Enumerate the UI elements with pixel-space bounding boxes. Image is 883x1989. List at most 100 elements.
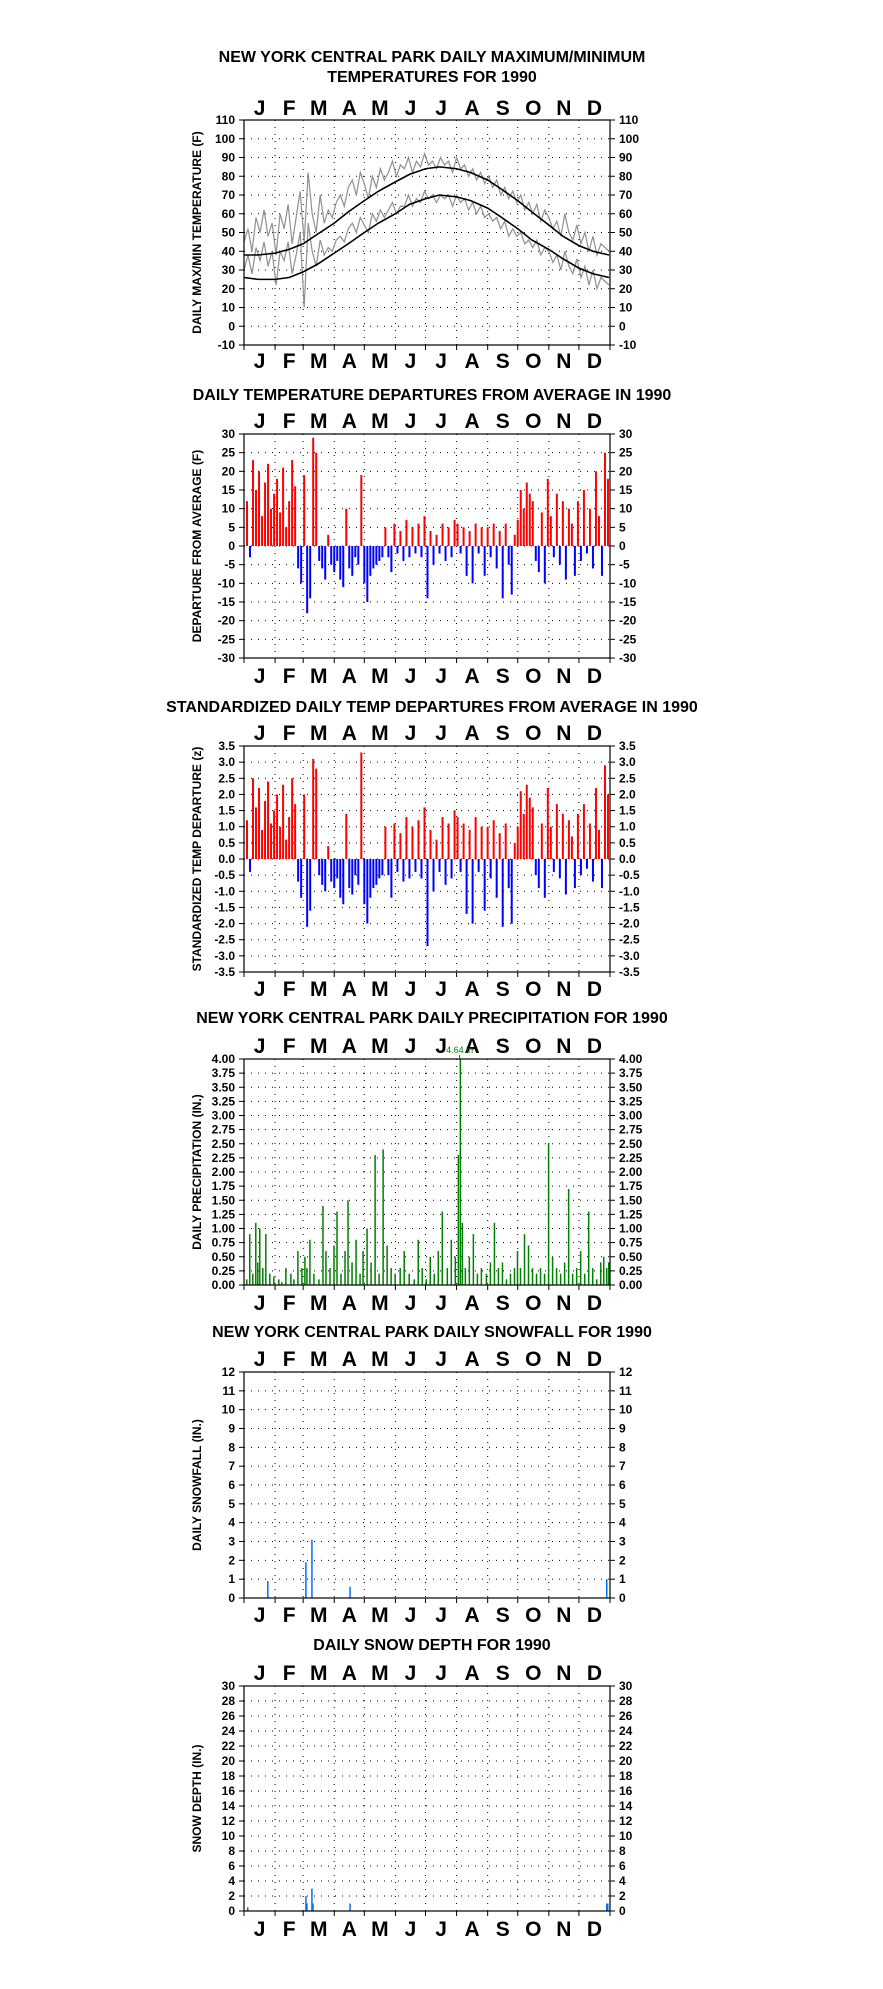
y-tick-label-right: 4 [619, 1516, 626, 1530]
y-tick-label-left: 26 [222, 1709, 236, 1723]
month-label-bottom: O [525, 1604, 541, 1627]
y-tick-label-left: 70 [222, 188, 236, 202]
bar-mark [523, 1234, 526, 1285]
bar-mark [360, 475, 363, 546]
y-axis-label: DAILY PRECIPITATION (IN.) [190, 1094, 204, 1250]
chart-title: STANDARDIZED DAILY TEMP DEPARTURES FROM … [166, 699, 698, 716]
bar-mark [527, 1245, 530, 1285]
month-label-bottom: A [465, 1604, 480, 1627]
bar-mark [394, 1273, 396, 1285]
bar-mark [459, 546, 462, 554]
y-tick-label-right: 0.5 [619, 836, 636, 850]
month-label-bottom: J [405, 350, 417, 373]
bar-mark [471, 859, 474, 924]
chart-panel-5: NEW YORK CENTRAL PARK DAILY SNOWFALL FOR… [190, 1324, 652, 1627]
y-tick-label-right: 90 [619, 151, 633, 165]
bar-mark [330, 546, 333, 565]
bar-mark [489, 859, 492, 879]
month-label-bottom: O [525, 665, 541, 688]
bar-mark [374, 1155, 376, 1285]
month-label-bottom: M [371, 350, 389, 373]
bar-mark [423, 516, 426, 546]
bar-mark [605, 1579, 608, 1598]
chart-panel-1: NEW YORK CENTRAL PARK DAILY MAXIMUM/MINI… [190, 49, 645, 373]
y-tick-label-left: 6 [228, 1859, 235, 1873]
bar-mark [450, 546, 453, 558]
bar-mark [411, 527, 414, 546]
bar-mark [408, 546, 411, 558]
month-label-bottom: N [556, 1292, 571, 1315]
month-label-bottom: N [556, 1604, 571, 1627]
bar-mark [429, 829, 432, 859]
y-tick-label-right: 6 [619, 1478, 626, 1492]
y-tick-label-left: 20 [222, 464, 236, 478]
bar-mark [468, 531, 471, 546]
bar-mark [265, 1234, 267, 1285]
month-label-top: F [283, 1035, 296, 1058]
bar-mark [339, 859, 342, 898]
bar-mark [408, 859, 411, 879]
month-label-bottom: S [496, 1292, 510, 1315]
y-tick-label-right: 70 [619, 188, 633, 202]
bar-mark [537, 546, 540, 573]
y-tick-label-left: 10 [222, 1829, 236, 1843]
bar-mark [264, 800, 267, 859]
month-label-bottom: J [254, 1604, 266, 1627]
y-tick-label-left: 15 [222, 483, 236, 497]
y-tick-label-right: 8 [619, 1844, 626, 1858]
bar-mark [489, 546, 492, 558]
bar-mark [579, 546, 582, 561]
y-tick-label-left: 10 [222, 1403, 236, 1417]
bar-mark [435, 534, 438, 546]
bar-mark [540, 823, 543, 859]
bar-mark [336, 546, 339, 561]
y-tick-label-right: 40 [619, 244, 633, 258]
bar-mark [403, 1251, 405, 1285]
bar-mark [318, 859, 321, 876]
y-tick-label-left: 2.50 [212, 1137, 236, 1151]
bar-mark [306, 859, 309, 927]
bar-mark [582, 804, 585, 859]
y-tick-label-left: 0 [228, 539, 235, 553]
bar-mark [483, 546, 486, 576]
bar-mark [507, 859, 510, 889]
bar-mark [285, 527, 288, 546]
month-label-bottom: M [310, 1292, 328, 1315]
y-tick-label-right: 110 [619, 113, 639, 127]
bar-mark [561, 813, 564, 859]
month-label-top: N [556, 1348, 571, 1371]
y-tick-label-left: 6 [228, 1478, 235, 1492]
y-tick-label-right: 2 [619, 1553, 626, 1567]
month-label-bottom: N [556, 1918, 571, 1941]
bar-mark [558, 546, 561, 565]
month-label-top: O [525, 1035, 541, 1058]
month-label-bottom: J [405, 1292, 417, 1315]
bar-mark [384, 826, 387, 859]
plot-frame [243, 745, 611, 973]
y-tick-label-right: 1.50 [619, 1193, 643, 1207]
month-label-bottom: D [587, 1918, 602, 1941]
y-tick-label-left: 90 [222, 151, 236, 165]
month-label-bottom: D [587, 350, 602, 373]
chart-panel-6: DAILY SNOW DEPTH FOR 1990JJFFMMAAMMJJJJA… [190, 1637, 633, 1941]
bar-mark [362, 1251, 364, 1285]
bar-mark [444, 859, 447, 885]
month-label-top: A [342, 722, 357, 745]
y-tick-label-right: 10 [619, 1829, 633, 1843]
month-label-bottom: M [371, 665, 389, 688]
bar-mark [501, 546, 504, 599]
month-label-top: M [371, 722, 389, 745]
y-tick-label-left: 2.0 [218, 787, 235, 801]
bar-mark [575, 1268, 578, 1285]
month-label-top: M [371, 1348, 389, 1371]
y-tick-label-left: 14 [222, 1799, 236, 1813]
month-label-top: N [556, 722, 571, 745]
bar-mark [420, 859, 423, 879]
bar-mark [290, 1273, 292, 1285]
bar-mark [534, 859, 537, 876]
month-label-top: J [435, 1348, 447, 1371]
y-tick-label-left: 18 [222, 1769, 236, 1783]
month-label-bottom: A [342, 350, 357, 373]
y-tick-label-right: 1.0 [619, 820, 636, 834]
y-tick-label-right: 3.50 [619, 1080, 643, 1094]
